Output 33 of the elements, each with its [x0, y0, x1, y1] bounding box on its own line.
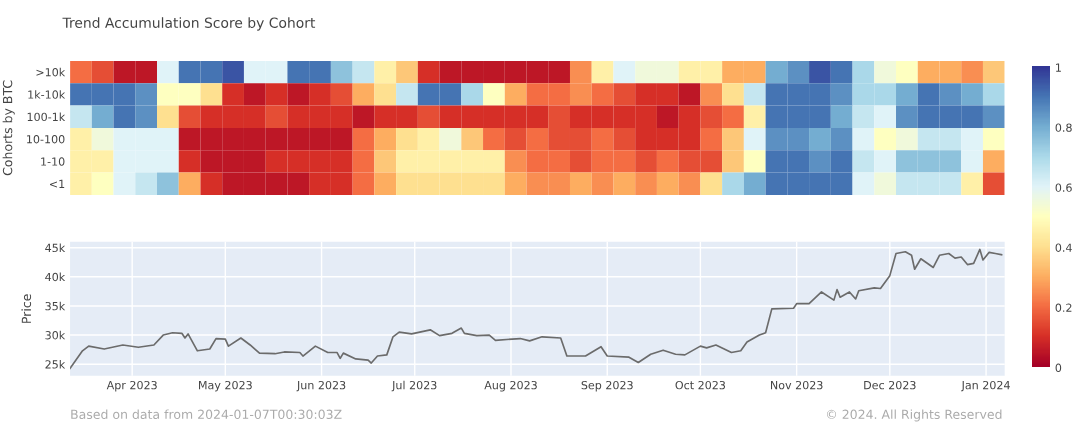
x-tick-label: Nov 2023 — [771, 380, 823, 390]
y-axis-title: Cohorts by BTC — [2, 80, 15, 176]
x-tick-label: Jan 2024 — [961, 380, 1010, 392]
color-bar-label: 0.6 — [1055, 183, 1072, 192]
x-tick-label: Sep 2023 — [581, 380, 633, 392]
x-tick-label: Jul 2023 — [391, 380, 437, 392]
text: Based on data from 2024-01-07T00:30:03Z — [71, 409, 342, 420]
x-tick-label: May 2023 — [199, 380, 252, 392]
x-tick-label: Oct 2023 — [675, 380, 726, 390]
y-tick-label: 25k — [45, 359, 66, 369]
color-bar-label: 1 — [1056, 63, 1061, 72]
y-tick-label: 35k — [45, 301, 66, 311]
y-tick-label: 1-10 — [41, 157, 65, 166]
line-series — [70, 248, 1003, 370]
chart-title: Trend Accumulation Score by Cohort — [62, 17, 316, 31]
y-axis-title: Price — [21, 294, 32, 323]
y-tick-label: 40k — [45, 272, 66, 282]
y-tick-label: 1k-10k — [28, 90, 66, 99]
color-bar-label: 0.4 — [1055, 243, 1072, 252]
y-tick-label: >10k — [36, 67, 66, 77]
color-bar-label: 0.2 — [1055, 303, 1072, 312]
y-tick-label: <1 — [50, 179, 65, 188]
color-bar-label: 0.8 — [1055, 123, 1072, 132]
y-tick-label: 30k — [45, 330, 66, 340]
x-tick-label: Aug 2023 — [484, 380, 537, 392]
y-tick-label: 100-1k — [27, 112, 66, 122]
text: © 2024. All Rights Reserved — [826, 409, 1002, 422]
y-tick-label: 45k — [45, 243, 66, 253]
x-tick-label: Apr 2023 — [106, 380, 157, 392]
x-tick-label: Dec 2023 — [864, 380, 916, 390]
x-tick-label: Jun 2023 — [296, 380, 346, 392]
y-tick-label: 10-100 — [27, 135, 65, 144]
color-bar-label: 0 — [1055, 363, 1062, 372]
